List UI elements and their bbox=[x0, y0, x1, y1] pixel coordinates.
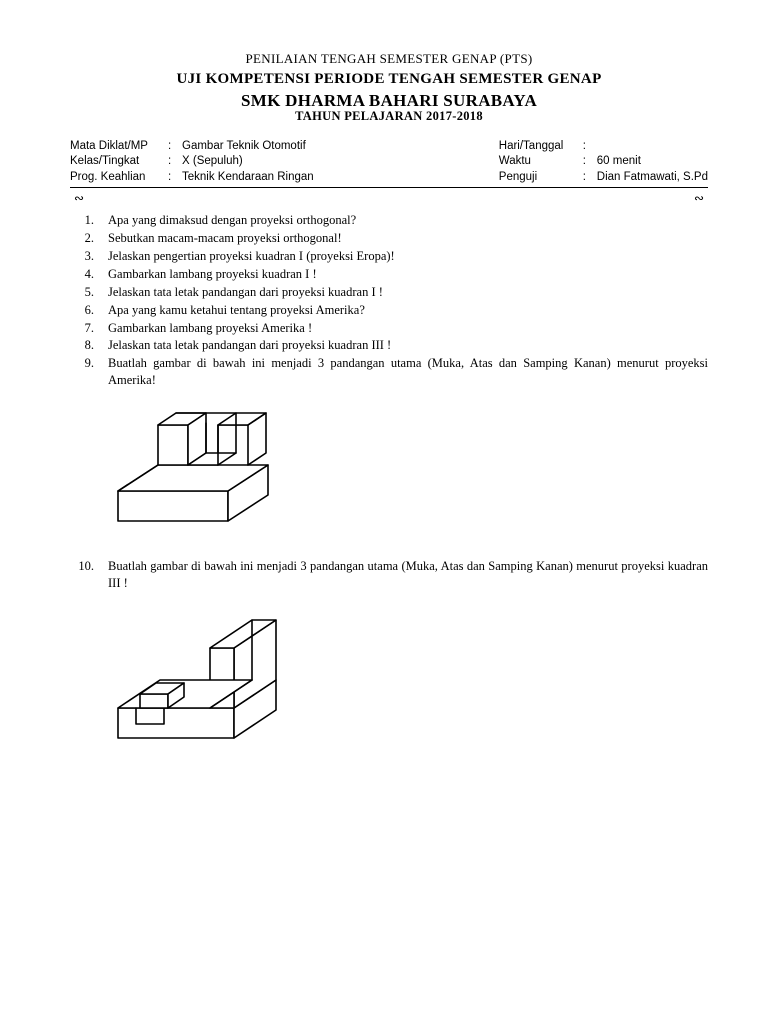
question-item: 9.Buatlah gambar di bawah ini menjadi 3 … bbox=[74, 355, 708, 389]
meta-label: Penguji bbox=[499, 170, 577, 186]
meta-block: Mata Diklat/MP:Gambar Teknik Otomotif Ke… bbox=[70, 139, 708, 189]
flourish-right-icon: ∾ bbox=[694, 190, 704, 206]
meta-label: Waktu bbox=[499, 154, 577, 170]
meta-value: X (Sepuluh) bbox=[182, 154, 314, 170]
isometric-svg-1 bbox=[106, 403, 281, 538]
meta-label: Prog. Keahlian bbox=[70, 170, 162, 186]
meta-value bbox=[597, 139, 708, 155]
meta-label: Hari/Tanggal bbox=[499, 139, 577, 155]
meta-right: Hari/Tanggal: Waktu:60 menit Penguji:Dia… bbox=[499, 139, 708, 186]
flourish-row: ∾ ∾ bbox=[70, 190, 708, 206]
question-item: 4.Gambarkan lambang proyeksi kuadran I ! bbox=[74, 266, 708, 283]
meta-value: Teknik Kendaraan Ringan bbox=[182, 170, 314, 186]
meta-value: Dian Fatmawati, S.Pd bbox=[597, 170, 708, 186]
meta-label: Mata Diklat/MP bbox=[70, 139, 162, 155]
header-line4: TAHUN PELAJARAN 2017-2018 bbox=[70, 108, 708, 125]
header-line2: UJI KOMPETENSI PERIODE TENGAH SEMESTER G… bbox=[70, 69, 708, 89]
question-item: 8.Jelaskan tata letak pandangan dari pro… bbox=[74, 337, 708, 354]
question-item: 7.Gambarkan lambang proyeksi Amerika ! bbox=[74, 320, 708, 337]
meta-left: Mata Diklat/MP:Gambar Teknik Otomotif Ke… bbox=[70, 139, 314, 186]
document-header: PENILAIAN TENGAH SEMESTER GENAP (PTS) UJ… bbox=[70, 50, 708, 125]
flourish-left-icon: ∾ bbox=[74, 190, 84, 206]
question-list-2: 10.Buatlah gambar di bawah ini menjadi 3… bbox=[70, 558, 708, 592]
meta-label: Kelas/Tingkat bbox=[70, 154, 162, 170]
question-item: 10.Buatlah gambar di bawah ini menjadi 3… bbox=[74, 558, 708, 592]
question-item: 1.Apa yang dimaksud dengan proyeksi orth… bbox=[74, 212, 708, 229]
question-item: 2.Sebutkan macam-macam proyeksi orthogon… bbox=[74, 230, 708, 247]
question-item: 6.Apa yang kamu ketahui tentang proyeksi… bbox=[74, 302, 708, 319]
header-line1: PENILAIAN TENGAH SEMESTER GENAP (PTS) bbox=[70, 50, 708, 68]
isometric-svg-2 bbox=[106, 606, 291, 756]
question-item: 5.Jelaskan tata letak pandangan dari pro… bbox=[74, 284, 708, 301]
meta-value: Gambar Teknik Otomotif bbox=[182, 139, 314, 155]
question-list: 1.Apa yang dimaksud dengan proyeksi orth… bbox=[70, 212, 708, 389]
isometric-figure-2 bbox=[106, 606, 708, 756]
question-item: 3.Jelaskan pengertian proyeksi kuadran I… bbox=[74, 248, 708, 265]
isometric-figure-1 bbox=[106, 403, 708, 538]
meta-value: 60 menit bbox=[597, 154, 708, 170]
